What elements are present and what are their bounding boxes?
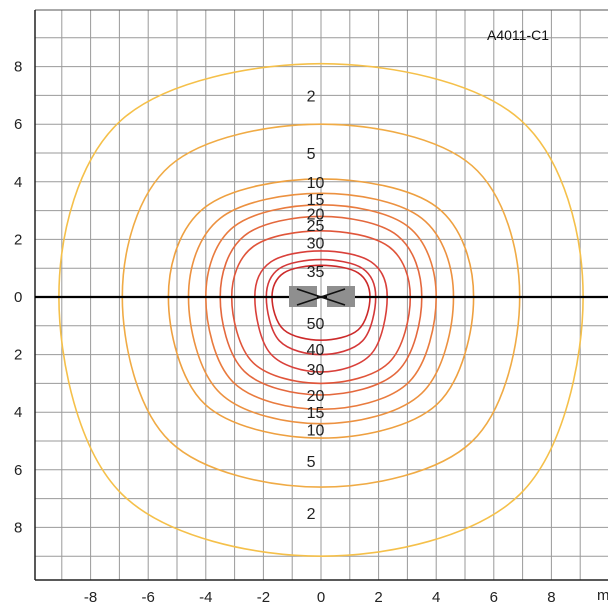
contour-line-35: [253, 250, 389, 373]
contour-label-30: 30: [307, 235, 325, 252]
y-tick-label-lower: 6: [14, 462, 22, 479]
code-label: A4011-C1: [487, 27, 549, 43]
x-tick-label: -6: [142, 589, 155, 606]
contour-line-30: [230, 229, 412, 385]
y-tick-label-upper: 6: [14, 116, 22, 133]
contour-label-50: 50: [307, 316, 325, 333]
x-tick-label: -2: [257, 589, 270, 606]
contour-line-5: [121, 123, 521, 488]
contour-label-10: 10: [307, 175, 325, 192]
contour-label-15: 15: [307, 405, 325, 422]
contour-lines: [58, 62, 584, 558]
y-tick-label-upper: 0: [14, 289, 22, 306]
x-tick-label: -8: [84, 589, 97, 606]
contour-line-2: [58, 62, 584, 558]
contour-line-20: [204, 203, 438, 411]
device-beam-symbol: [296, 288, 346, 306]
y-tick-label-lower: 2: [14, 347, 22, 364]
contour-line-25: [219, 215, 423, 396]
contour-label-20: 20: [307, 206, 325, 223]
x-tick-label: 2: [374, 589, 382, 606]
contour-label-30: 30: [307, 362, 325, 379]
contour-label-20: 20: [307, 388, 325, 405]
y-tick-label-upper: 8: [14, 59, 22, 76]
x-tick-label: 8: [547, 589, 555, 606]
contour-label-10: 10: [307, 422, 325, 439]
contour-line-40: [265, 258, 377, 356]
x-tick-label: 4: [432, 589, 440, 606]
contour-label-35: 35: [307, 264, 325, 281]
contour-line-50: [271, 264, 371, 342]
x-tick-label: 6: [490, 589, 498, 606]
device-block-left: [289, 286, 317, 307]
y-tick-label-upper: 4: [14, 174, 22, 191]
contour-line-15: [187, 192, 455, 425]
contour-label-2: 2: [307, 88, 316, 105]
contour-label-5: 5: [307, 146, 316, 163]
contour-label-15: 15: [307, 192, 325, 209]
x-tick-label: 0: [317, 589, 325, 606]
y-tick-label-lower: 8: [14, 519, 22, 536]
x-tick-label: -4: [199, 589, 212, 606]
contour-label-2: 2: [307, 506, 316, 523]
contour-line-10: [167, 178, 475, 439]
contour-label-5: 5: [307, 454, 316, 471]
contour-label-40: 40: [307, 342, 325, 359]
y-tick-label-lower: 4: [14, 404, 22, 421]
contour-label-25: 25: [307, 218, 325, 235]
y-tick-label-upper: 2: [14, 231, 22, 248]
x-unit-label: m: [597, 587, 608, 604]
device-symbol: [289, 286, 355, 307]
